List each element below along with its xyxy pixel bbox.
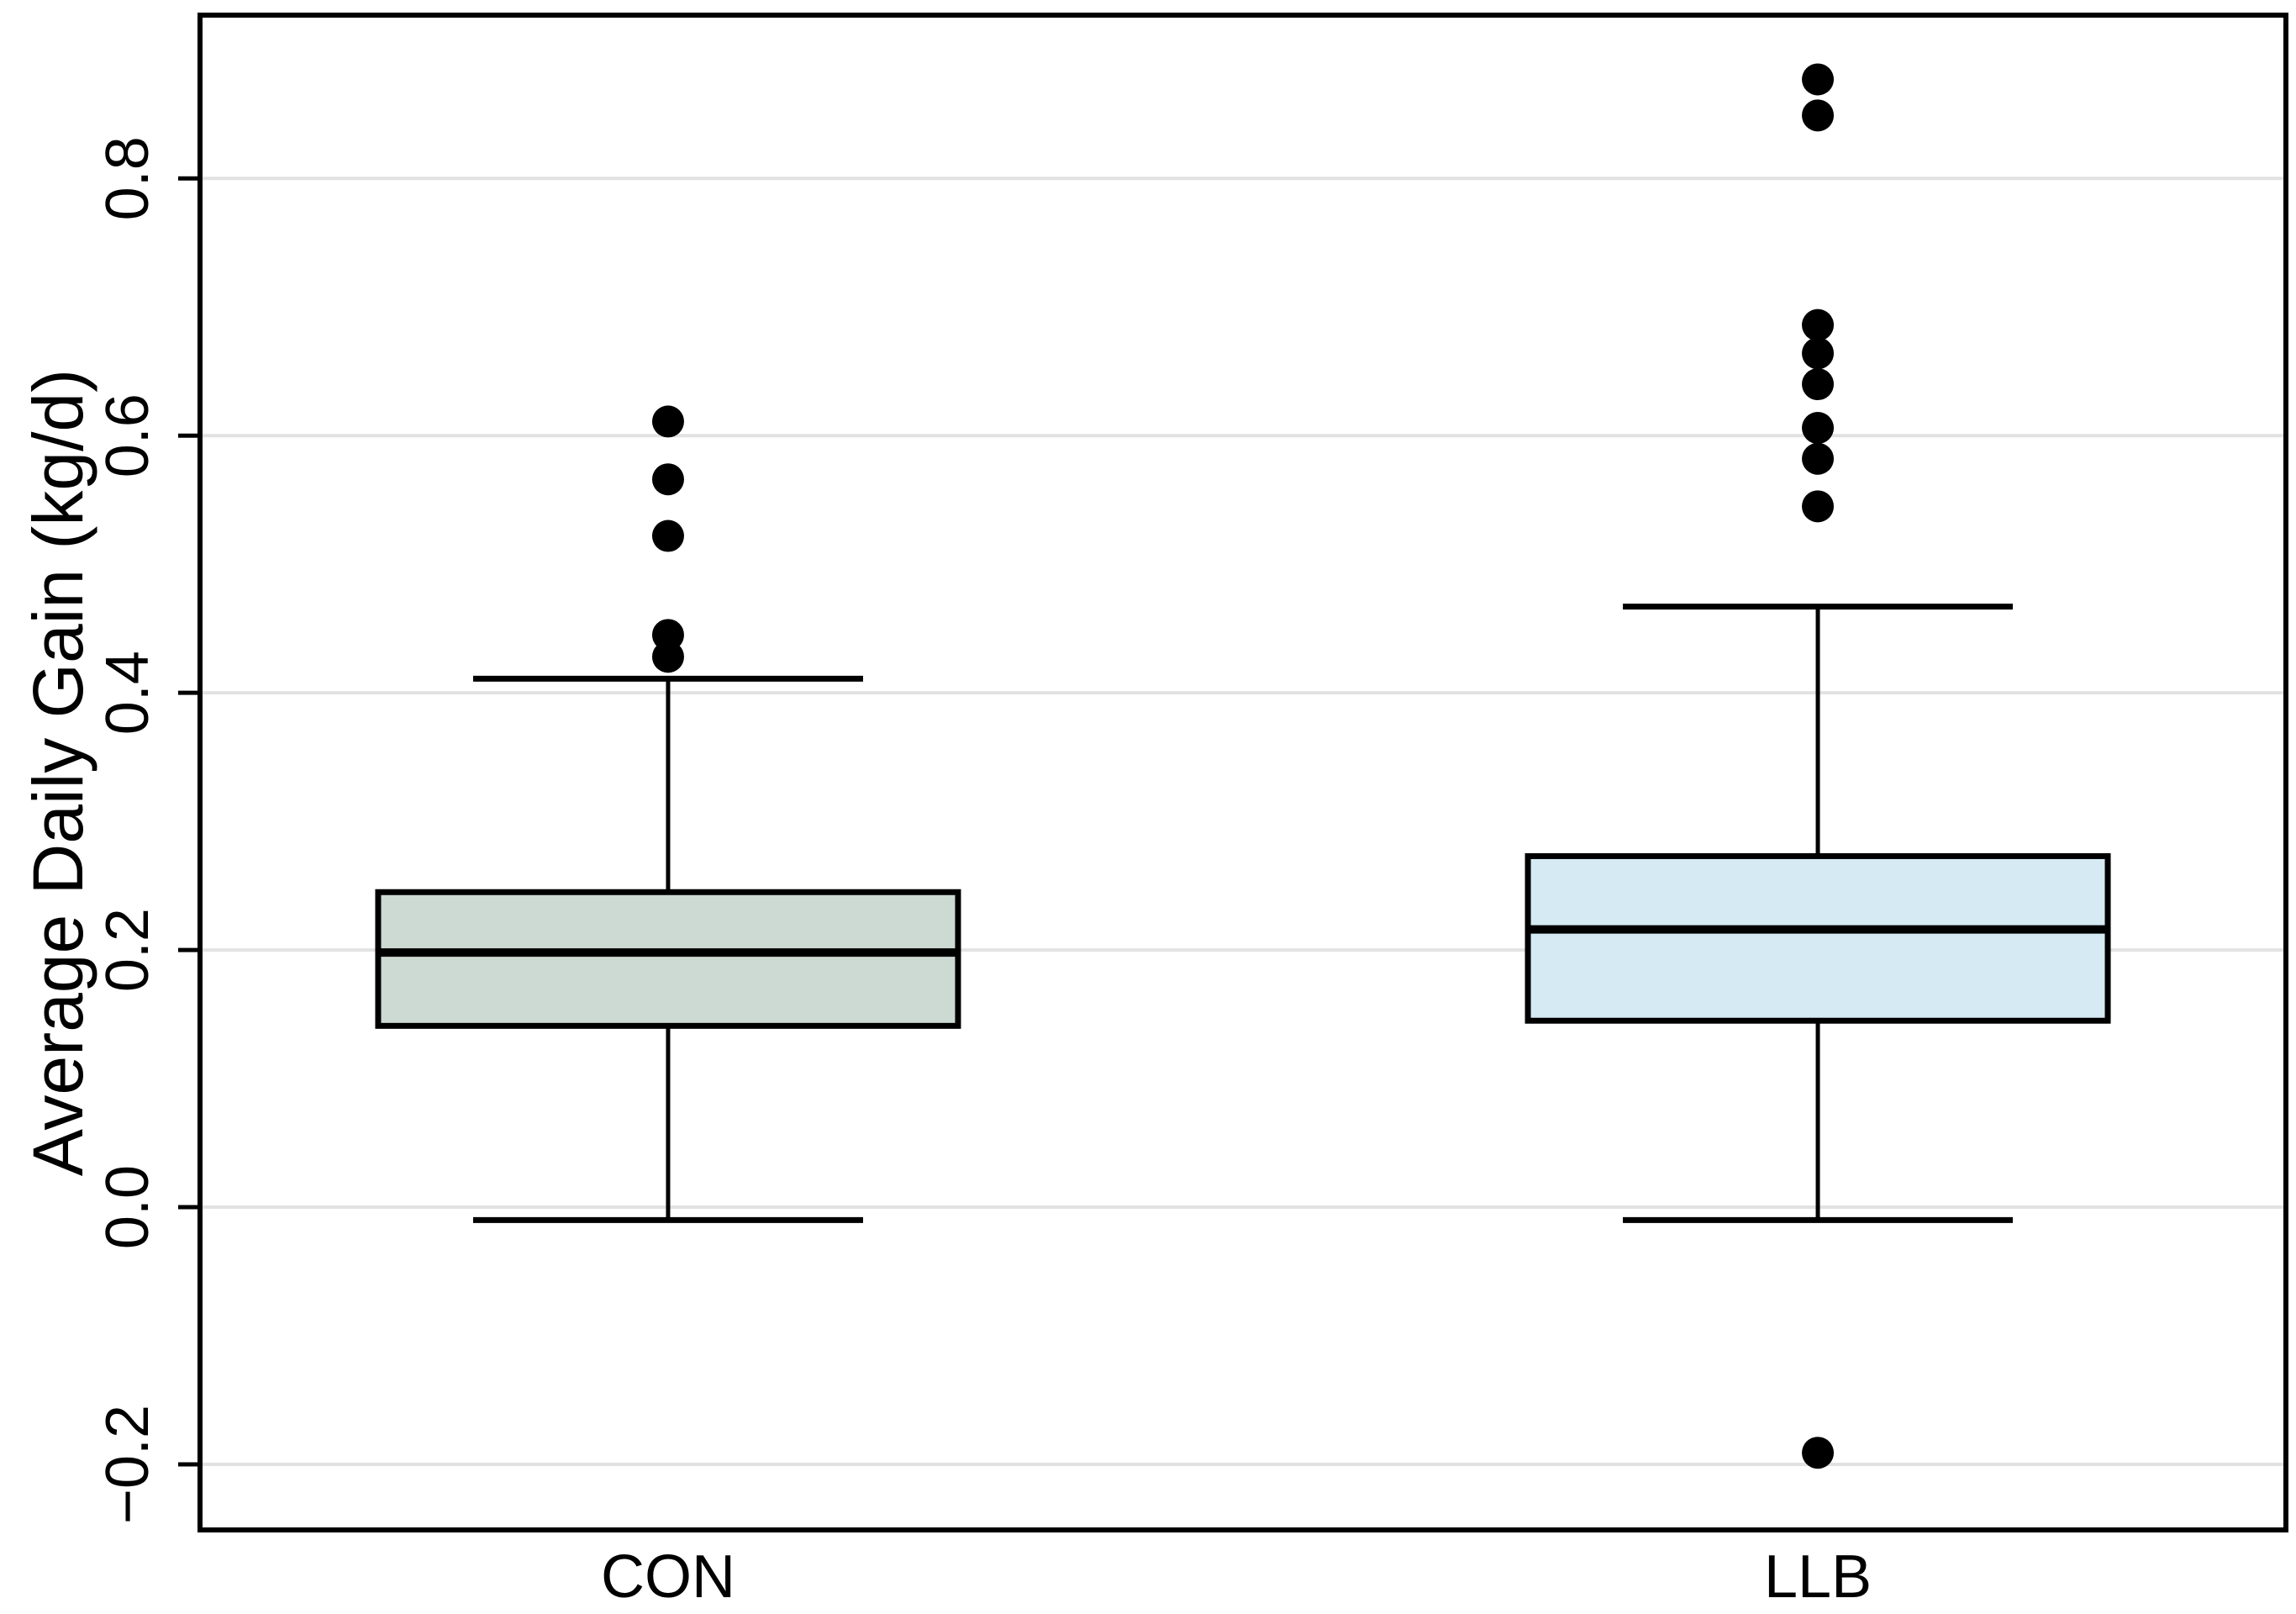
- box-con: [375, 889, 961, 1029]
- outlier-point: [1802, 490, 1835, 523]
- outlier-point: [651, 463, 684, 496]
- outlier-point: [1802, 337, 1835, 370]
- outlier-point: [1802, 309, 1835, 341]
- y-axis-tick-label: 0.0: [94, 1165, 161, 1249]
- outlier-point: [1802, 412, 1835, 445]
- outlier-point: [1802, 368, 1835, 401]
- y-axis-tick-label: 0.8: [94, 136, 161, 220]
- x-axis-label-llb: LLB: [1764, 1543, 1872, 1611]
- outlier-point: [1802, 442, 1835, 475]
- y-axis-tick-label: 0.6: [94, 393, 161, 477]
- outlier-point: [651, 520, 684, 552]
- y-axis-tick-label: 0.2: [94, 908, 161, 992]
- y-axis-tick-label: 0.4: [94, 651, 161, 735]
- outlier-point: [651, 619, 684, 651]
- outlier-point: [1802, 99, 1835, 132]
- plot-border: [197, 13, 2288, 1532]
- x-axis-label-con: CON: [601, 1543, 735, 1611]
- y-axis-tick-label: −0.2: [94, 1405, 161, 1524]
- y-axis-title: Average Daily Gain (kg/d): [18, 369, 97, 1176]
- outlier-point: [651, 641, 684, 673]
- outlier-point: [1802, 63, 1835, 96]
- box-llb: [1525, 852, 2111, 1024]
- outlier-point: [1802, 1437, 1835, 1469]
- outlier-point: [651, 405, 684, 438]
- plot-area: [200, 15, 2286, 1530]
